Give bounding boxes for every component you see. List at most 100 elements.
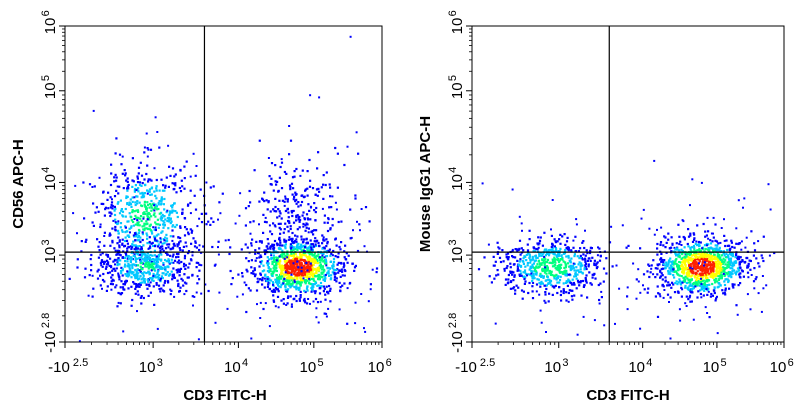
plot-2-dot-pop-2 bbox=[697, 243, 700, 246]
plot-1-dot-pop-3 bbox=[278, 264, 281, 267]
plot-1-dot-pop-2 bbox=[197, 261, 200, 265]
plot-2-dot-outlier bbox=[568, 273, 571, 276]
plot-2-dot-pop-1 bbox=[518, 239, 522, 242]
plot-2-dot-pop-2 bbox=[701, 272, 704, 275]
plot-2-dot-pop-2 bbox=[714, 280, 717, 283]
plot-1-dot-pop-3 bbox=[302, 253, 305, 256]
y-tick-label: 10 bbox=[449, 174, 466, 191]
plot-1-dot-pop-1 bbox=[154, 205, 157, 208]
plot-1-dot-pop-1 bbox=[128, 201, 131, 204]
y-tick-exponent: 4 bbox=[40, 167, 52, 173]
plot-2-dot-pop-2 bbox=[715, 262, 718, 265]
plot-1-dot-pop-3 bbox=[250, 242, 253, 245]
plot-2-dot-pop-2 bbox=[647, 263, 650, 266]
plot-2-dot-pop-2 bbox=[660, 267, 663, 271]
plot-1-dot-pop-2 bbox=[153, 249, 156, 252]
plot-1-dot-pop-3 bbox=[272, 267, 275, 270]
plot-1-dot-pop-3 bbox=[282, 265, 285, 268]
plot-1-dot-outlier bbox=[292, 209, 295, 212]
plot-1-dot-pop-3 bbox=[283, 265, 286, 268]
plot-2-dot-pop-2 bbox=[728, 287, 731, 290]
plot-1-dot-pop-3 bbox=[254, 273, 257, 276]
plot-2-dot-pop-2 bbox=[692, 244, 696, 248]
plot-2-dot-pop-1 bbox=[554, 246, 557, 250]
plot-2-dot-pop-2 bbox=[692, 270, 695, 273]
plot-2-dot-pop-1 bbox=[549, 248, 552, 251]
plot-1-dot-pop-2 bbox=[106, 259, 109, 262]
plot-1-dot-pop-3 bbox=[299, 296, 302, 299]
plot-1-dot-pop-1 bbox=[131, 179, 134, 182]
plot-1-dot-pop-2 bbox=[171, 275, 174, 278]
plot-2-dot-pop-1 bbox=[587, 257, 590, 260]
plot-2-dot-pop-2 bbox=[678, 242, 681, 246]
plot-2-dot-pop-2 bbox=[695, 281, 698, 285]
plot-1-dot-pop-3 bbox=[273, 268, 276, 271]
plot-2-dot-pop-2 bbox=[729, 267, 732, 270]
plot-1-dot-pop-3 bbox=[294, 234, 297, 237]
plot-1-dot-pop-4 bbox=[272, 243, 276, 246]
plot-1-dot-pop-4 bbox=[292, 241, 295, 244]
plot-2-dot-pop-2 bbox=[744, 260, 747, 264]
plot-2-dot-pop-2 bbox=[707, 258, 710, 261]
plot-1-dot-pop-3 bbox=[289, 265, 292, 268]
plot-2-dot-pop-1 bbox=[605, 257, 608, 260]
plot-2-dot-pop-2 bbox=[731, 270, 734, 273]
plot-2-dot-pop-2 bbox=[675, 254, 678, 257]
plot-1-dot-pop-2 bbox=[160, 275, 164, 278]
plot-1-dot-pop-4 bbox=[282, 231, 285, 234]
plot-1-dot-pop-2 bbox=[167, 261, 170, 264]
plot-2-dot-pop-2 bbox=[733, 246, 736, 249]
plot-2-dot-pop-2 bbox=[702, 287, 705, 290]
plot-2-dot-pop-2 bbox=[724, 293, 727, 296]
plot-1-dot-pop-3 bbox=[292, 278, 295, 281]
plot-1-dot-pop-3 bbox=[311, 272, 314, 275]
plot-1-dot-outlier bbox=[264, 216, 267, 219]
plot-1-dot-pop-1 bbox=[158, 212, 161, 215]
plot-2-dot-pop-1 bbox=[538, 281, 541, 284]
plot-2-dot-outlier bbox=[722, 272, 725, 275]
plot-1-dot-pop-2 bbox=[198, 263, 201, 266]
plot-1-dot-pop-3 bbox=[316, 259, 319, 263]
plot-2-dot-pop-2 bbox=[682, 235, 685, 239]
plot-1-dot-pop-3 bbox=[300, 261, 303, 265]
plot-1-dot-pop-4 bbox=[285, 172, 288, 175]
plot-1-dot-pop-1 bbox=[142, 192, 145, 195]
plot-1-dot-pop-2 bbox=[114, 249, 117, 252]
x-tick-exponent: 6 bbox=[386, 357, 392, 369]
plot-1-dot-pop-3 bbox=[281, 253, 284, 256]
plot-1-dot-pop-2 bbox=[151, 279, 154, 282]
plot-2-dot-pop-2 bbox=[727, 275, 730, 278]
plot-1-dot-pop-1 bbox=[150, 179, 153, 182]
plot-2-dot-pop-1 bbox=[519, 272, 523, 275]
plot-2-dot-pop-1 bbox=[531, 266, 534, 269]
plot-2-dot-pop-1 bbox=[573, 269, 576, 272]
plot-2-dot-pop-1 bbox=[514, 292, 517, 295]
plot-1-dot-pop-1 bbox=[118, 239, 121, 242]
plot-1-dot-outlier bbox=[352, 229, 354, 232]
plot-1-dot-pop-2 bbox=[100, 260, 103, 263]
plot-1-dot-pop-3 bbox=[318, 274, 321, 277]
plot-1-dot-pop-2 bbox=[166, 253, 169, 256]
plot-1-dot-pop-4 bbox=[273, 210, 276, 213]
plot-2-dot-pop-1 bbox=[548, 261, 551, 264]
plot-1-dot-pop-4 bbox=[286, 198, 289, 201]
plot-2-dot-pop-2 bbox=[670, 266, 673, 269]
plot-2-dot-pop-2 bbox=[731, 283, 734, 286]
plot-2-dot-pop-2 bbox=[656, 273, 659, 276]
plot-2-dot-pop-1 bbox=[552, 259, 555, 262]
plot-1-dot-pop-3 bbox=[310, 277, 313, 281]
plot-2-dot-pop-2 bbox=[702, 222, 705, 226]
plot-1-dot-outlier bbox=[195, 165, 198, 167]
plot-1-dot-pop-2 bbox=[155, 283, 158, 286]
plot-1-dot-pop-3 bbox=[284, 279, 287, 282]
plot-1-dot-pop-1 bbox=[149, 178, 152, 181]
plot-2-dot-pop-2 bbox=[726, 265, 729, 268]
plot-1-dot-outlier bbox=[270, 254, 273, 257]
plot-1-dot-pop-3 bbox=[279, 253, 282, 256]
plot-1-dot-pop-1 bbox=[136, 177, 139, 180]
plot-1-dot-outlier bbox=[343, 274, 346, 277]
plot-1-dot-pop-4 bbox=[308, 209, 311, 212]
plot-1-dot-pop-1 bbox=[128, 227, 131, 230]
plot-1-dot-pop-3 bbox=[329, 278, 332, 281]
plot-1-dot-pop-2 bbox=[105, 289, 108, 292]
